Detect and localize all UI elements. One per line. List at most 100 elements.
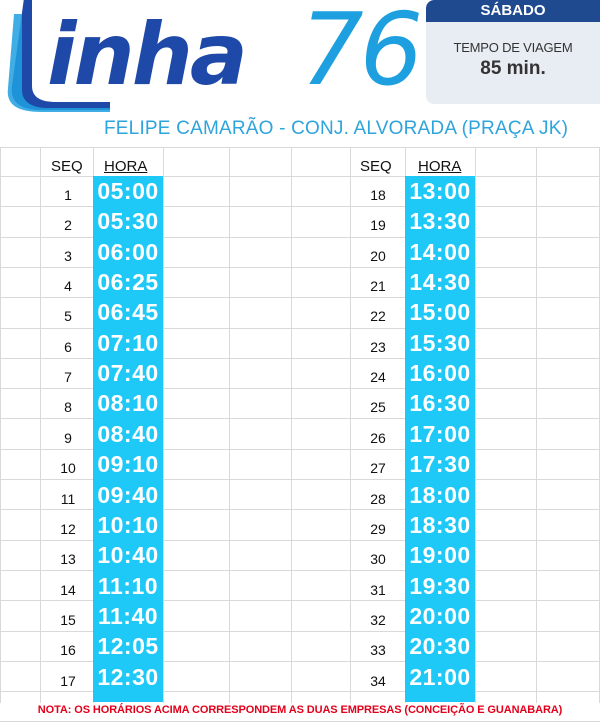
line-number: 76 xyxy=(300,0,423,108)
table-row: 19 13:30 xyxy=(0,206,600,236)
seq-number: 27 xyxy=(370,460,386,477)
table-row: 16 12:05 xyxy=(0,631,600,661)
seq-number: 7 xyxy=(64,369,72,386)
table-row: 25 16:30 xyxy=(0,388,600,418)
seq-number: 14 xyxy=(60,581,76,598)
table-row: 33 20:30 xyxy=(0,631,600,661)
travel-time-value: 85 min. xyxy=(480,58,546,79)
departure-time: 19:00 xyxy=(409,542,471,569)
departure-time: 07:10 xyxy=(97,329,159,356)
table-row: 26 17:00 xyxy=(0,419,600,449)
table-row: 9 08:40 xyxy=(0,419,600,449)
table-row: 3 06:00 xyxy=(0,237,600,267)
seq-number: 6 xyxy=(64,338,72,355)
table-row: 34 21:00 xyxy=(0,662,600,692)
departure-time: 05:00 xyxy=(97,178,159,204)
grid-hline xyxy=(0,539,600,541)
table-row: 32 20:00 xyxy=(0,601,600,631)
grid-vline xyxy=(229,147,230,703)
table-row: 5 06:45 xyxy=(0,297,600,327)
departure-time: 17:30 xyxy=(409,451,471,478)
seq-number: 33 xyxy=(370,642,386,659)
grid-hline xyxy=(0,297,600,299)
seq-number: 20 xyxy=(370,247,386,264)
departure-time: 21:00 xyxy=(409,663,471,690)
table-row: 18 13:00 xyxy=(0,176,600,206)
table-row: 28 18:00 xyxy=(0,480,600,510)
departure-time: 13:00 xyxy=(409,178,471,204)
grid-vline xyxy=(0,147,1,703)
seq-number: 11 xyxy=(60,490,76,507)
seq-number: 15 xyxy=(60,611,76,628)
time-band-right xyxy=(405,176,475,702)
departure-time: 14:00 xyxy=(409,238,471,265)
seq-number: 23 xyxy=(370,338,386,355)
seq-number: 8 xyxy=(64,399,72,416)
departure-time: 16:00 xyxy=(409,360,471,387)
seq-number: 19 xyxy=(370,217,386,234)
seq-number: 34 xyxy=(370,672,386,689)
grid-hline xyxy=(0,266,600,268)
grid-hline xyxy=(0,147,600,148)
seq-number: 18 xyxy=(370,187,386,203)
seq-number: 9 xyxy=(64,429,72,446)
logo-word: inha xyxy=(47,5,248,105)
seq-number: 3 xyxy=(64,247,72,264)
travel-time-label: TEMPO DE VIAGEM xyxy=(453,40,573,55)
grid-vline xyxy=(163,147,164,703)
seq-number: 1 xyxy=(64,187,72,203)
departure-time: 18:30 xyxy=(409,511,471,538)
grid-hline xyxy=(0,176,600,177)
departure-time: 15:00 xyxy=(409,299,471,326)
grid-vline xyxy=(40,147,41,703)
table-row: 22 15:00 xyxy=(0,297,600,327)
table-row: 11 09:40 xyxy=(0,480,600,510)
table-row: 13 10:40 xyxy=(0,540,600,570)
table-row: 23 15:30 xyxy=(0,328,600,358)
table-row: 29 18:30 xyxy=(0,510,600,540)
table-row: 6 07:10 xyxy=(0,328,600,358)
grid-vline xyxy=(536,147,537,703)
grid-hline xyxy=(0,660,600,662)
seq-number: 16 xyxy=(60,642,76,659)
table-row: 4 06:25 xyxy=(0,267,600,297)
seq-number: 5 xyxy=(64,308,72,325)
departure-time: 09:10 xyxy=(97,451,159,478)
table-row: 27 17:30 xyxy=(0,449,600,479)
seq-number: 2 xyxy=(64,217,72,234)
table-row: 2 05:30 xyxy=(0,206,600,236)
departure-time: 19:30 xyxy=(409,572,471,599)
seq-number: 32 xyxy=(370,611,386,628)
grid-hline xyxy=(0,479,600,480)
seq-number: 12 xyxy=(60,520,76,537)
seq-number: 25 xyxy=(370,399,386,416)
seq-number: 31 xyxy=(370,581,386,598)
grid-hline xyxy=(0,327,600,329)
grid-hline xyxy=(0,418,600,420)
table-row: 21 14:30 xyxy=(0,267,600,297)
departure-time: 10:10 xyxy=(97,511,159,538)
day-badge: SÁBADO xyxy=(426,0,600,22)
seq-number: 26 xyxy=(370,429,386,446)
seq-number: 17 xyxy=(60,672,76,689)
table-row: 17 12:30 xyxy=(0,662,600,692)
route-name: FELIPE CAMARÃO - CONJ. ALVORADA (PRAÇA J… xyxy=(104,118,569,139)
seq-number: 24 xyxy=(370,369,386,386)
departure-time: 06:45 xyxy=(97,299,159,326)
departure-time: 18:00 xyxy=(409,481,471,508)
grid-hline xyxy=(0,691,600,693)
grid-vline xyxy=(475,147,476,703)
departure-time: 07:40 xyxy=(97,360,159,387)
departure-time: 12:30 xyxy=(97,663,159,690)
departure-time: 16:30 xyxy=(409,390,471,417)
seq-number: 21 xyxy=(370,278,386,295)
departure-time: 13:30 xyxy=(409,208,471,235)
departure-time: 09:40 xyxy=(97,481,159,508)
table-row: 8 08:10 xyxy=(0,388,600,418)
line-logo: inha 76 xyxy=(0,0,423,120)
grid-vline xyxy=(350,147,351,703)
seq-number: 29 xyxy=(370,520,386,537)
logo-l-swoosh-icon xyxy=(7,0,110,112)
departure-time: 08:40 xyxy=(97,420,159,447)
time-header-right: HORA xyxy=(418,158,462,175)
